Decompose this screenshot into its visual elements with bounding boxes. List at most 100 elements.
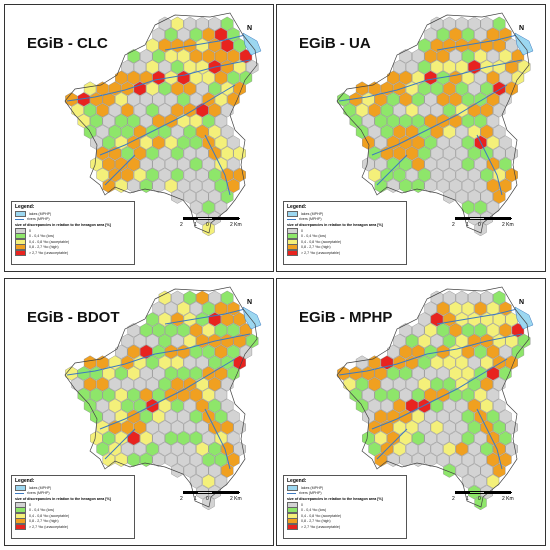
hexagon-cell [443, 124, 456, 139]
hexagon-cell [405, 81, 419, 96]
hexagon-cell [405, 146, 419, 161]
hexagon-cell [202, 452, 215, 467]
hexagon-cell [449, 157, 462, 172]
hexagon-cell [227, 452, 240, 467]
hexagon-cell [121, 167, 134, 183]
hexagon-cell [412, 452, 425, 467]
hexagon-cell [202, 495, 215, 511]
hexagon-cell [468, 463, 481, 478]
hexagon-cell [221, 124, 234, 139]
hexagon-cell [380, 124, 394, 139]
hexagon-cell [189, 200, 203, 215]
hexagon-cell [202, 431, 215, 446]
hexagon-cell [158, 355, 172, 370]
hexagon-cell [202, 366, 215, 381]
hexagon-cell [474, 178, 487, 193]
hexagon-cell [208, 355, 221, 370]
hexagon-cell [127, 92, 140, 107]
hexagon-cell [424, 409, 437, 424]
hexagon-cell [468, 211, 481, 226]
hexagon-cell [221, 59, 234, 75]
hexagon-cell [189, 135, 203, 150]
north-arrow-icon: N [519, 25, 525, 32]
hexagon-cell [221, 398, 234, 413]
hexagon-cell [455, 441, 468, 457]
hexagon-cell [455, 81, 468, 96]
legend-label: 0,8 - 2,7 %o (high) [301, 245, 331, 250]
hexagon-cell [480, 103, 493, 118]
hexagon-cell [202, 474, 215, 489]
hexagon-cell [127, 387, 140, 403]
hexagon-cell [96, 167, 109, 183]
hexagon-cell [399, 70, 412, 85]
hexagon-cell [486, 366, 500, 381]
hexagon-cell [505, 420, 518, 435]
hexagon-cell [436, 135, 450, 150]
hexagon-cell [115, 70, 128, 85]
hexagon-cell [140, 178, 153, 193]
hexagon-cell [121, 355, 134, 370]
hexagon-cell [102, 366, 115, 381]
legend-label: 0 - 0,4 %o (low) [29, 508, 55, 513]
hexagon-cell [183, 355, 196, 370]
hexagon-cell [468, 485, 481, 500]
legend: Legend: lakes (MPHP) rivers (MPHP) size of … [283, 201, 407, 265]
hexagon-cell [480, 81, 493, 96]
hexagon-cell [412, 431, 425, 446]
hexagon-cell [152, 49, 165, 64]
hexagon-cell [430, 290, 444, 305]
hexagon-cell [449, 301, 462, 316]
hexagon-cell [183, 441, 196, 457]
hexagon-cell [183, 59, 196, 75]
hexagon-cell [480, 355, 493, 370]
hexagon-cell [121, 124, 134, 139]
hexagon-cell [399, 92, 412, 107]
hexagon-cell [499, 431, 512, 446]
hexagon-cell [177, 301, 190, 316]
hexagon-cell [196, 167, 209, 183]
hexagon-cell [183, 463, 196, 478]
hexagon-cell [449, 323, 462, 338]
hexagon-cell [164, 409, 178, 424]
hexagon-cell [121, 398, 134, 413]
legend: Legend: lakes (MPHP) rivers (MPHP) size of … [11, 201, 135, 265]
hexagon-cell [202, 27, 215, 42]
hexagon-cell [115, 178, 128, 193]
hexagon-cell [449, 366, 462, 381]
hexagon-cell [96, 124, 109, 139]
hexagon-cell [164, 92, 178, 107]
hexagon-cell [430, 81, 444, 96]
hexagon-cell [474, 92, 487, 107]
hexagon-cell [374, 409, 387, 424]
hexagon-cell [424, 27, 437, 42]
hexagon-cell [221, 146, 234, 161]
hexagon-cell [196, 312, 209, 327]
river-line [66, 333, 251, 376]
scale-label: 2 [180, 496, 183, 502]
hexagon-cell [499, 452, 512, 467]
hexagon-cell [65, 92, 78, 107]
north-arrow-icon: N [247, 299, 253, 306]
hexagon-cell [493, 312, 506, 327]
hexagon-cell [146, 81, 159, 96]
legend-row: lakes (MPHP) [287, 484, 403, 491]
legend-label: 0,4 - 0,8 %o (acceptable) [301, 239, 342, 244]
scale-label: 0 [478, 222, 481, 228]
hexagon-cell [405, 167, 419, 183]
hexagon-cell [399, 157, 412, 172]
hexagon-map [64, 12, 262, 237]
hexagon-cell [102, 157, 115, 172]
hexagon-cell [227, 92, 240, 107]
hexagon-cell [493, 398, 506, 413]
hexagon-cell [127, 49, 140, 64]
hexagon-cell [461, 431, 475, 446]
map-panel: EGiB - MPHP N Legend: lakes (MPHP) rivers (M… [276, 278, 546, 546]
hexagon-cell [158, 81, 172, 96]
hexagon-cell [233, 441, 246, 457]
legend-subtitle: size of discrepancies in relation to the… [287, 223, 383, 227]
hexagon-cell [424, 431, 437, 446]
hexagon-cell [468, 38, 481, 53]
hexagon-cell [368, 103, 381, 118]
river-line [436, 34, 518, 51]
hexagon-cell [221, 189, 234, 204]
